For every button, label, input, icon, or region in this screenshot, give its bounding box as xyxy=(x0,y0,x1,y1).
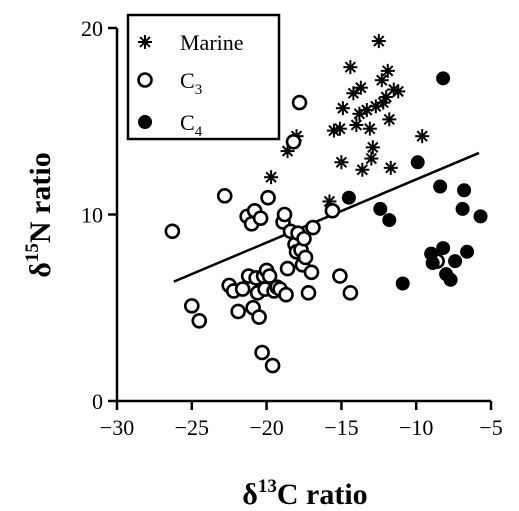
c4-point xyxy=(395,276,410,291)
marine-point xyxy=(355,162,370,177)
legend-marker-marine xyxy=(138,35,152,49)
c4-point xyxy=(473,209,488,224)
marine-point xyxy=(264,170,279,185)
marine-point xyxy=(371,34,386,49)
x-tick-label: −20 xyxy=(249,415,283,440)
c3-point xyxy=(300,285,317,301)
x-tick-label: −25 xyxy=(175,415,209,440)
c3-point xyxy=(234,281,251,297)
c4-point xyxy=(433,179,448,194)
marine-point xyxy=(335,101,350,116)
x-ticks: −30 −25 −20 −15 −10 −5 xyxy=(100,401,503,440)
c3-point xyxy=(230,303,246,320)
c3-point xyxy=(296,230,312,247)
legend-label-c4: C4 xyxy=(180,110,203,140)
marine-point xyxy=(380,63,395,78)
c4-point xyxy=(373,201,388,216)
marine-point xyxy=(415,129,430,144)
legend-label-marine: Marine xyxy=(180,30,244,55)
marine-point xyxy=(343,60,358,75)
c3-point xyxy=(260,189,276,206)
c3-point xyxy=(252,210,269,227)
c3-point xyxy=(184,298,200,314)
marine-point xyxy=(374,73,389,88)
marine-point xyxy=(364,151,379,166)
marine-point xyxy=(334,155,349,170)
c4-point xyxy=(443,272,458,287)
c3-point xyxy=(264,357,281,374)
y-axis-title: δ15N ratio xyxy=(22,152,57,277)
trend-line xyxy=(173,151,480,283)
marine-point xyxy=(349,117,364,132)
c3-point xyxy=(164,223,181,240)
c3-point xyxy=(297,249,314,266)
c4-point xyxy=(436,241,451,256)
c4-point xyxy=(425,255,440,270)
marine-point xyxy=(362,121,377,136)
x-tick-label: −15 xyxy=(324,415,358,440)
y-ticks: 0 10 20 xyxy=(81,16,117,414)
c3-point xyxy=(285,133,302,150)
marine-point xyxy=(353,80,368,95)
x-tick-label: −10 xyxy=(399,415,433,440)
c3-point xyxy=(276,206,293,223)
y-tick-label: 0 xyxy=(92,389,103,414)
c3-point xyxy=(216,188,233,204)
x-tick-label: −5 xyxy=(479,415,502,440)
c4-point xyxy=(382,213,397,228)
legend-box xyxy=(126,13,281,141)
marine-point xyxy=(346,86,361,101)
c3-point xyxy=(251,309,267,325)
data-points xyxy=(164,34,488,374)
marine-point xyxy=(386,82,401,97)
c3-point xyxy=(254,344,270,361)
c4-point xyxy=(460,244,475,259)
legend-marker-c3 xyxy=(137,72,153,88)
c4-point xyxy=(457,183,472,198)
c4-point xyxy=(341,190,356,205)
c3-point xyxy=(305,219,321,236)
marine-point xyxy=(382,112,397,127)
marine-point xyxy=(365,140,380,155)
legend-marker-c4 xyxy=(138,115,152,129)
marine-point xyxy=(383,160,398,175)
c3-point xyxy=(332,268,348,284)
c4-point xyxy=(448,254,463,269)
c4-point xyxy=(436,71,451,86)
marine-point xyxy=(391,84,406,99)
c3-point xyxy=(303,264,320,281)
y-tick-label: 20 xyxy=(81,16,103,41)
x-tick-label: −30 xyxy=(100,415,134,440)
c3-point xyxy=(278,286,294,303)
legend-label-c3: C3 xyxy=(180,68,202,98)
c3-point xyxy=(279,260,296,277)
marine-point xyxy=(332,121,347,136)
legend: Marine C3 C4 xyxy=(126,13,281,141)
c3-point xyxy=(261,268,278,284)
c3-point xyxy=(291,94,308,111)
y-tick-label: 10 xyxy=(81,203,103,228)
c3-point xyxy=(324,202,341,219)
c3-point xyxy=(191,313,208,329)
x-axis-title: δ13C ratio xyxy=(242,476,367,511)
c4-point xyxy=(455,201,470,216)
c3-point xyxy=(342,285,359,301)
c4-point xyxy=(410,155,425,170)
